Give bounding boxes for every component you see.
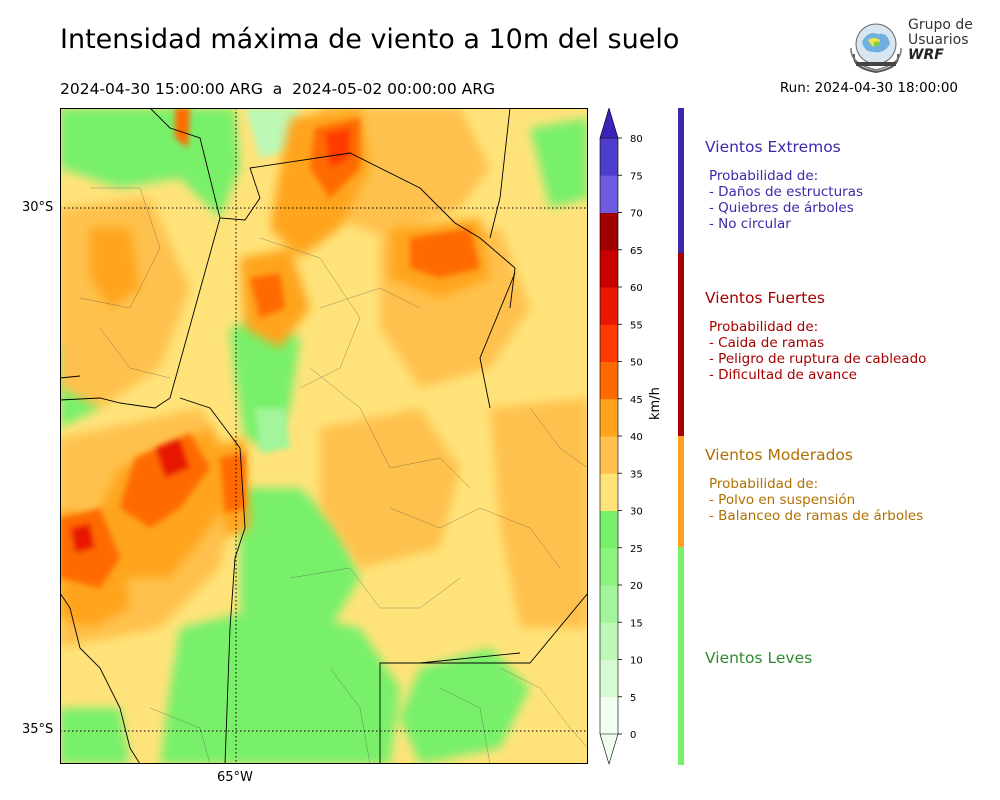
colorbar-tick-label: 30: [630, 507, 643, 518]
category-moderados: Vientos Moderados Probabilidad de: - Pol…: [705, 446, 923, 524]
colorbar-segment: [600, 138, 618, 176]
map-canvas: [60, 108, 588, 764]
category-extremos: Vientos Extremos Probabilidad de: - Daño…: [705, 138, 863, 232]
high-wind-cores: [60, 108, 480, 588]
colorbar-segment: [600, 324, 618, 362]
colorbar-segment: [600, 659, 618, 698]
category-description: Probabilidad de: - Daños de estructuras …: [709, 168, 864, 232]
lat-label-30s: 30°S: [22, 200, 54, 215]
colorbar-tick-label: 45: [630, 395, 643, 406]
category-title: Vientos Fuertes: [705, 289, 825, 307]
map-frame: [60, 108, 588, 764]
run-timestamp: Run: 2024-04-30 18:00:00: [779, 80, 958, 96]
colorbar-segment: [600, 473, 618, 511]
colorbar-tick-label: 40: [630, 432, 643, 443]
category-description: Probabilidad de: - Caida de ramas - Peli…: [709, 319, 927, 383]
colorbar-segment: [600, 212, 618, 251]
district-borders: [79, 187, 588, 764]
category-description: Probabilidad de: - Polvo en suspensión -…: [709, 476, 924, 524]
colorbar-segment: [600, 398, 618, 437]
lon-label-65w: 65°W: [217, 770, 253, 785]
logo-line-2: Usuarios: [908, 32, 969, 48]
colorbar-segment: [600, 287, 618, 325]
colorbar-tick-label: 60: [630, 283, 643, 294]
colorbar-tick-label: 75: [630, 171, 643, 182]
graticule: [60, 108, 588, 764]
colorbar-segment: [600, 547, 618, 586]
colorbar-tick-label: 35: [630, 469, 643, 480]
colorbar-tick-label: 55: [630, 320, 643, 331]
category-leves: Vientos Leves: [705, 649, 812, 667]
colorbar-extend-arrow: [599, 733, 619, 766]
colorbar-segment: [600, 175, 618, 213]
colorbar-tick-label: 50: [630, 358, 643, 369]
colorbar: 0 5 10 15 20 25 30 35 40 45 50 55 60 65 70 75 80: [598, 106, 658, 768]
colorbar-segment: [600, 510, 618, 549]
legend-bar-moderados: [678, 436, 684, 547]
province-borders: [60, 108, 588, 764]
legend-bar-extremos: [678, 108, 684, 253]
chart-title: Intensidad máxima de viento a 10m del su…: [60, 24, 680, 55]
colorbar-segment: [600, 622, 618, 660]
globe-satellite-icon: [850, 23, 902, 74]
category-title: Vientos Moderados: [705, 446, 853, 464]
logo-line-1: Grupo de: [908, 17, 973, 33]
colorbar-tick-label: 15: [630, 618, 643, 629]
colorbar-tick-label: 20: [630, 581, 643, 592]
logo-line-3: WRF: [908, 47, 944, 63]
wind-map[interactable]: [60, 108, 588, 764]
colorbar-segment: [600, 696, 618, 735]
valid-period: 2024-04-30 15:00:00 ARG a 2024-05-02 00:…: [60, 80, 496, 98]
colorbar-scale: 0 5 10 15 20 25 30 35 40 45 50 55 60 65 70 75 80: [599, 106, 643, 766]
colorbar-tick-label: 25: [630, 544, 643, 555]
light-wind-areas: [60, 108, 588, 764]
category-fuertes: Vientos Fuertes Probabilidad de: - Caida…: [705, 289, 926, 383]
colorbar-tick-label: 65: [630, 246, 643, 257]
legend-bar-fuertes: [678, 253, 684, 436]
colorbar-segment: [600, 249, 618, 288]
colorbar-tick-label: 70: [630, 209, 643, 220]
colorbar-tick-label: 0: [630, 730, 636, 741]
wrf-logo: Grupo de Usuarios WRF: [848, 16, 973, 76]
logo-text: Grupo de Usuarios WRF: [908, 18, 973, 63]
legend-bar-leves: [678, 547, 684, 765]
colorbar-segment: [600, 361, 618, 400]
category-title: Vientos Extremos: [705, 138, 841, 156]
lat-label-35s: 35°S: [22, 722, 54, 737]
colorbar-segment: [600, 585, 618, 623]
colorbar-tick-label: 80: [630, 134, 643, 145]
category-title: Vientos Leves: [705, 649, 813, 667]
colorbar-extend-arrow: [599, 106, 619, 139]
colorbar-segment: [600, 436, 618, 474]
colorbar-tick-label: 10: [630, 656, 643, 667]
colorbar-tick-label: 5: [630, 693, 636, 704]
colorbar-unit: km/h: [648, 387, 663, 420]
